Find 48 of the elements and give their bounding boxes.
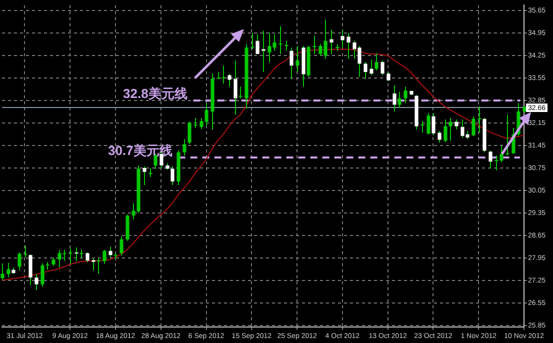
candlestick [472,116,476,136]
candlestick [398,91,402,108]
candlestick [142,166,146,186]
candlestick [454,119,458,130]
candlestick [182,138,186,156]
candlestick [284,40,288,52]
candlestick [296,45,300,72]
candlestick [18,252,22,271]
candlestick [228,73,232,88]
candlestick [238,86,242,99]
candlestick [222,65,226,84]
candlestick [380,60,384,76]
candlestick [346,32,350,60]
candlestick [34,274,38,291]
candlestick [6,262,10,278]
candlestick [478,106,482,134]
candlestick [370,59,374,76]
candlestick [488,150,492,170]
candlestick [438,130,442,144]
candlestick [330,29,334,55]
candlestick [68,248,72,264]
ref-line-label: 32.8美元线 [123,86,188,102]
candlestick [188,120,192,144]
candlestick [250,32,254,50]
candlestick [194,117,198,128]
candlestick [86,252,90,263]
candlestick [312,36,316,55]
candlestick [46,262,50,270]
candlestick [120,236,124,256]
candlestick [374,52,378,71]
candlestick [444,119,448,143]
candlestick [28,254,32,286]
candlestick [102,249,106,264]
candlestick [278,26,282,55]
candlestick [448,117,452,142]
candlestick [364,62,368,80]
candlestick [426,112,430,135]
candlestick [262,30,266,72]
candlestick [24,245,28,258]
candlestick [170,166,174,186]
candlestick [40,262,44,288]
candlestick [420,120,424,134]
candlestick [0,262,4,281]
candlestick [340,29,344,48]
candlestick [126,214,130,242]
candlestick [96,257,100,274]
candlestick [290,47,294,80]
candlestick [404,86,408,104]
